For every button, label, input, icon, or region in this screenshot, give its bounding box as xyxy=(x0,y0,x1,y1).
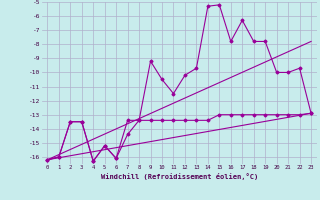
X-axis label: Windchill (Refroidissement éolien,°C): Windchill (Refroidissement éolien,°C) xyxy=(100,173,258,180)
